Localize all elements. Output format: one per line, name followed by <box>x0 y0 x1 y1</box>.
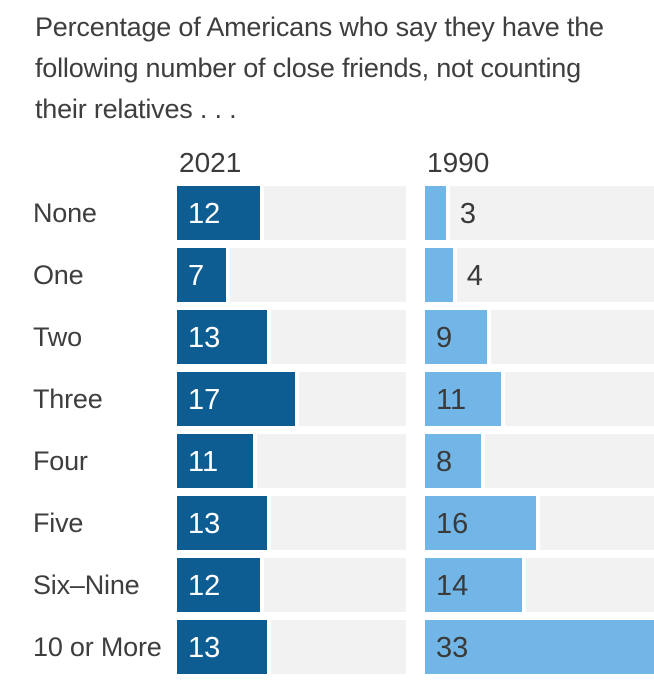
bar-value-label: 13 <box>188 632 221 664</box>
chart-title-line-1: Percentage of Americans who say they hav… <box>35 12 604 42</box>
bar-2021 <box>177 558 265 612</box>
column-header-2021: 2021 <box>179 147 242 178</box>
bar-value-label: 13 <box>188 322 221 354</box>
bar-value-label: 14 <box>436 570 469 602</box>
bar-track-2021: 13 <box>177 310 406 364</box>
bar-1990 <box>425 310 492 364</box>
bar-track-1990: 8 <box>425 434 654 488</box>
category-label: Six–Nine <box>33 569 140 600</box>
bar-value-label: 12 <box>188 198 221 230</box>
bar-track-1990: 9 <box>425 310 654 364</box>
bar-value-label: 11 <box>436 384 467 416</box>
bar-value-label: 17 <box>188 384 221 416</box>
bar-1990 <box>425 620 654 674</box>
bar-2021 <box>177 310 272 364</box>
bar-2021 <box>177 372 299 426</box>
bar-track-1990: 16 <box>425 496 654 550</box>
bar-1990 <box>425 186 450 240</box>
chart-row: 10 or More 13 33 <box>33 620 654 674</box>
bar-value-label: 11 <box>188 446 219 478</box>
chart-title-line-3: their relatives . . . <box>35 94 237 124</box>
bar-1990 <box>425 372 506 426</box>
bar-value-label: 8 <box>436 446 453 478</box>
chart-title: Percentage of Americans who say they hav… <box>35 7 654 130</box>
bar-track-1990: 33 <box>425 620 654 674</box>
bar-track-1990: 3 <box>425 186 654 240</box>
bar-track-2021: 13 <box>177 620 406 674</box>
bar-2021 <box>177 496 272 550</box>
column-header-row: 2021 1990 <box>33 146 654 179</box>
bar-track-1990: 11 <box>425 372 654 426</box>
category-label: Two <box>33 321 82 352</box>
category-label: Three <box>33 383 103 414</box>
bar-track-1990: 14 <box>425 558 654 612</box>
bar-1990 <box>425 558 527 612</box>
chart-title-line-2: following number of close friends, not c… <box>35 53 581 83</box>
chart-row: Three 17 11 <box>33 372 654 426</box>
bar-track-2021: 12 <box>177 558 406 612</box>
category-label: Five <box>33 507 84 538</box>
chart-row: Four 11 8 <box>33 434 654 488</box>
chart-rows: None 12 3 One 7 4 Two 13 9 Three 17 11 Four 11 8 Five 13… <box>33 186 654 674</box>
bar-value-label: 9 <box>436 322 453 354</box>
bar-track-2021: 12 <box>177 186 406 240</box>
bar-value-label: 12 <box>188 570 221 602</box>
bar-2021 <box>177 434 258 488</box>
bar-value-label: 33 <box>436 632 469 664</box>
page: { "title_lines": [ "Percentage of Americ… <box>0 7 654 692</box>
chart-row: Six–Nine 12 14 <box>33 558 654 612</box>
bar-value-label: 4 <box>466 260 483 292</box>
bar-chart: 2021 1990 None 12 3 One 7 4 Two 13 9 Three 17 11 Fou… <box>33 146 654 674</box>
chart-row: Two 13 9 <box>33 310 654 364</box>
bar-2021 <box>177 186 265 240</box>
bar-1990 <box>425 248 457 302</box>
bar-track-2021: 11 <box>177 434 406 488</box>
bar-track-2021: 17 <box>177 372 406 426</box>
bar-value-label: 13 <box>188 508 221 540</box>
category-label: One <box>33 259 84 290</box>
bar-value-label: 7 <box>188 260 205 292</box>
category-label: None <box>33 197 97 228</box>
chart-row: None 12 3 <box>33 186 654 240</box>
bar-2021 <box>177 248 230 302</box>
column-header-1990: 1990 <box>427 147 490 178</box>
bar-track-2021: 7 <box>177 248 406 302</box>
bar-value-label: 16 <box>436 508 469 540</box>
chart-row: One 7 4 <box>33 248 654 302</box>
bar-1990 <box>425 434 485 488</box>
bar-track-2021: 13 <box>177 496 406 550</box>
category-label: 10 or More <box>33 631 162 662</box>
category-label: Four <box>33 445 88 476</box>
bar-2021 <box>177 620 272 674</box>
bar-1990 <box>425 496 541 550</box>
bar-value-label: 3 <box>459 198 476 230</box>
chart-row: Five 13 16 <box>33 496 654 550</box>
bar-track-1990: 4 <box>425 248 654 302</box>
